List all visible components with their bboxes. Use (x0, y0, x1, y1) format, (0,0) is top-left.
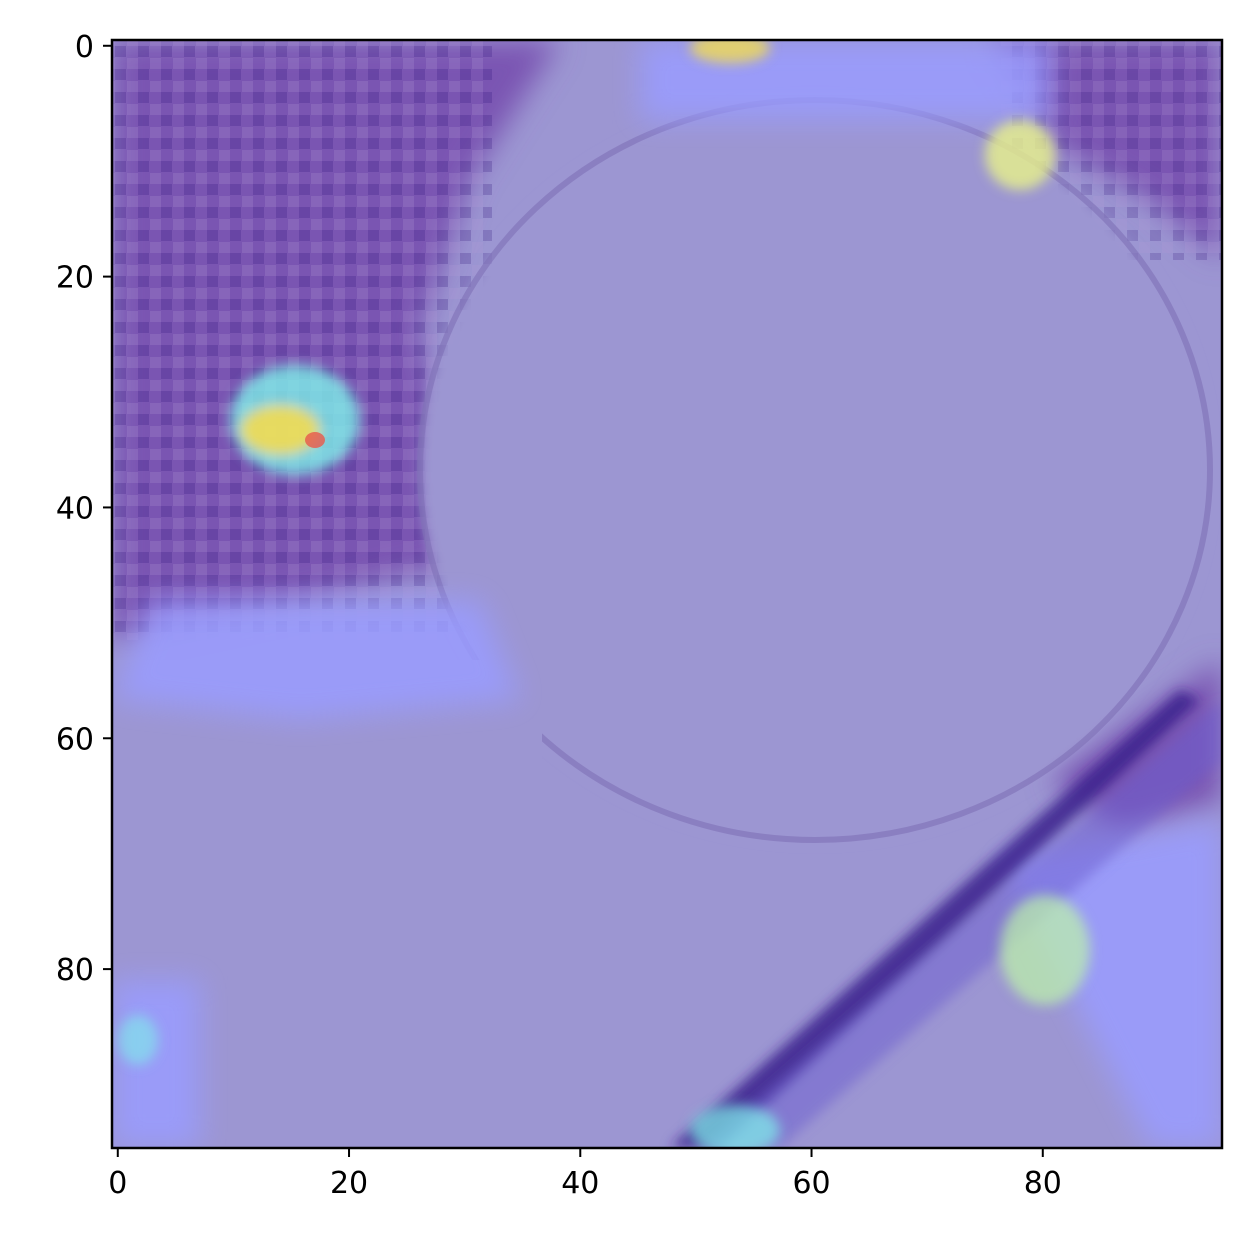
y-tick-label: 20 (56, 261, 94, 296)
x-tick-label: 80 (1024, 1166, 1062, 1201)
x-tick-label: 20 (330, 1166, 368, 1201)
x-tick-label: 60 (792, 1166, 830, 1201)
x-tick-label: 40 (561, 1166, 599, 1201)
y-axis: 0 20 40 60 80 (56, 30, 112, 988)
x-tick-label: 0 (108, 1166, 127, 1201)
plot-frame (110, 38, 1224, 1150)
heatmap-image (112, 40, 1222, 1148)
y-tick-label: 0 (75, 30, 94, 65)
y-tick-label: 40 (56, 491, 94, 526)
y-tick-label: 60 (56, 722, 94, 757)
x-axis: 0 20 40 60 80 (108, 1148, 1062, 1201)
y-tick-label: 80 (56, 953, 94, 988)
